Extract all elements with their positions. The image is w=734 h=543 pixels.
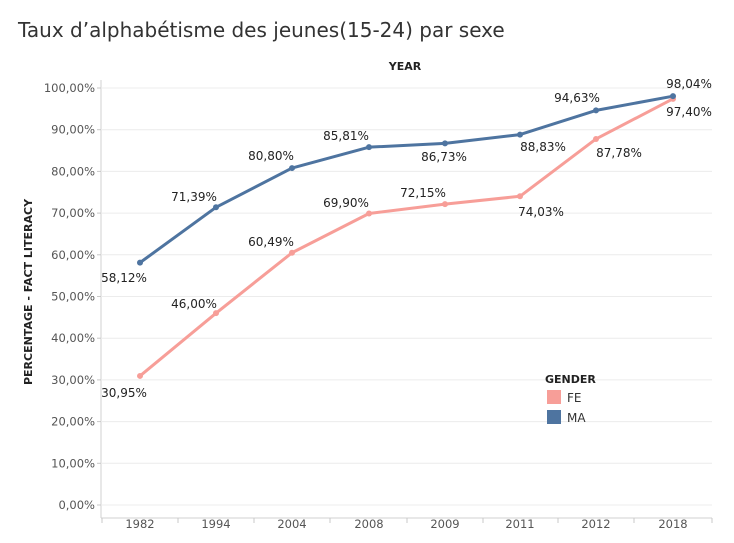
data-point-fe-2011: [517, 193, 523, 200]
data-label-ma-2011: 88,83%: [520, 140, 566, 154]
y-tick-label: 20,00%: [51, 415, 95, 429]
data-point-ma-2018: [670, 93, 676, 100]
legend-title: GENDER: [545, 373, 596, 386]
x-tick-label-2018: 2018: [658, 517, 687, 531]
data-label-fe-2009: 72,15%: [400, 186, 446, 200]
data-point-ma-1982: [137, 259, 143, 266]
y-tick-label: 40,00%: [51, 331, 95, 345]
data-label-ma-2012: 94,63%: [554, 91, 600, 105]
y-tick-label: 60,00%: [51, 248, 95, 262]
data-point-ma-2009: [442, 140, 448, 147]
data-point-ma-2004: [289, 165, 295, 172]
legend-swatch-ma: [547, 410, 561, 424]
data-point-ma-2012: [593, 107, 599, 114]
y-tick-label: 0,00%: [58, 498, 95, 512]
data-point-fe-1982: [137, 372, 143, 379]
data-label-ma-2018: 98,04%: [666, 77, 712, 91]
x-axis-ticks: 1982 1994 2004 2008 2009 2011 2012 2018: [101, 517, 713, 531]
data-point-fe-2009: [442, 201, 448, 208]
data-label-fe-2008: 69,90%: [323, 196, 369, 210]
y-tick-label: 10,00%: [51, 456, 95, 470]
data-label-ma-2008: 85,81%: [323, 129, 369, 143]
x-tick-label-1982: 1982: [125, 517, 154, 531]
data-point-ma-1994: [213, 204, 219, 211]
data-labels: 30,95% 46,00% 60,49% 69,90% 72,15% 74,03% 87,7…: [101, 77, 712, 400]
data-label-fe-2004: 60,49%: [248, 235, 294, 249]
data-label-fe-2011: 74,03%: [518, 205, 564, 219]
data-point-ma-2011: [517, 131, 523, 138]
legend-label-fe: FE: [567, 391, 581, 405]
series-points: [137, 93, 676, 379]
data-point-ma-2008: [366, 144, 372, 151]
y-tick-label: 100,00%: [44, 81, 95, 95]
x-tick-label-2004: 2004: [277, 517, 306, 531]
data-point-fe-2004: [289, 249, 295, 256]
y-tick-label: 80,00%: [51, 164, 95, 178]
data-point-fe-2008: [366, 210, 372, 217]
data-label-fe-1994: 46,00%: [171, 297, 217, 311]
data-label-ma-2009: 86,73%: [421, 150, 467, 164]
chart-title: Taux d’alphabétisme des jeunes(15-24) pa…: [18, 18, 505, 42]
x-axis-title: YEAR: [388, 60, 422, 73]
series-line-ma: [138, 94, 675, 265]
y-axis-ticks: 0,00% 10,00% 20,00% 30,00% 40,00% 50,00% 60,00…: [44, 81, 95, 512]
y-tick-label: 50,00%: [51, 290, 95, 304]
y-tick-label: 30,00%: [51, 373, 95, 387]
y-tick-label: 70,00%: [51, 206, 95, 220]
legend[interactable]: GENDER FE MA: [545, 373, 596, 425]
x-tick-label-2009: 2009: [430, 517, 459, 531]
legend-swatch-fe: [547, 390, 561, 404]
y-tick-label: 90,00%: [51, 123, 95, 137]
legend-label-ma: MA: [567, 411, 586, 425]
data-label-ma-2004: 80,80%: [248, 149, 294, 163]
x-tick-label-2011: 2011: [505, 517, 534, 531]
data-label-fe-2012: 87,78%: [596, 146, 642, 160]
x-tick-label-1994: 1994: [201, 517, 230, 531]
y-axis-title: PERCENTAGE - FACT LITERACY: [22, 198, 35, 385]
x-tick-label-2008: 2008: [354, 517, 383, 531]
x-tick-label-2012: 2012: [581, 517, 610, 531]
data-label-ma-1982: 58,12%: [101, 271, 147, 285]
data-label-ma-1994: 71,39%: [171, 190, 217, 204]
data-label-fe-1982: 30,95%: [101, 386, 147, 400]
data-point-fe-1994: [213, 310, 219, 317]
data-point-fe-2012: [593, 135, 599, 142]
series-lines: [138, 94, 675, 378]
data-label-fe-2018: 97,40%: [666, 105, 712, 119]
series-line-fe: [138, 97, 675, 378]
